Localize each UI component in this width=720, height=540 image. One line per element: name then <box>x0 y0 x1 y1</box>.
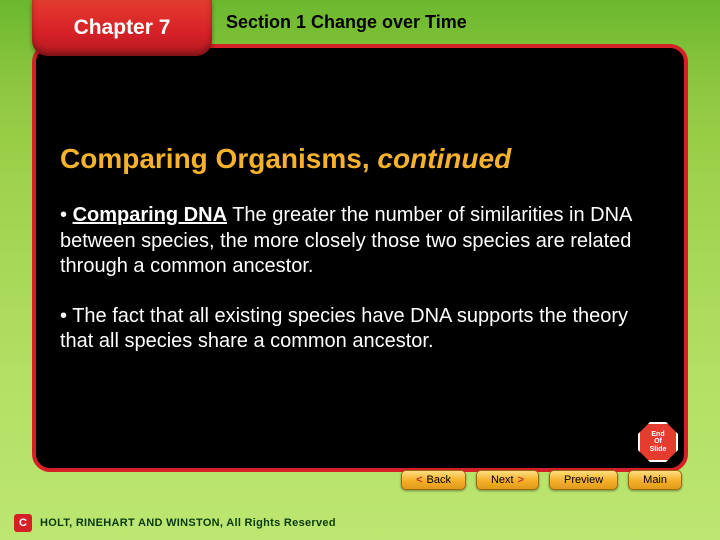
copyright-text: HOLT, RINEHART AND WINSTON, All Rights R… <box>40 517 336 529</box>
bullet-2: • The fact that all existing species hav… <box>60 304 650 355</box>
preview-button[interactable]: Preview <box>549 470 618 490</box>
end-of-slide-icon: End Of Slide <box>638 422 678 462</box>
bullet-2-text: The fact that all existing species have … <box>60 305 628 353</box>
back-button[interactable]: < Back <box>401 470 466 490</box>
chapter-tab: Chapter 7 <box>32 0 212 56</box>
next-arrow-icon: > <box>518 474 524 486</box>
back-label: Back <box>427 474 451 486</box>
end-line1: End <box>651 431 664 438</box>
end-line2: Of <box>654 438 662 445</box>
main-label: Main <box>643 474 667 486</box>
copyright: C HOLT, RINEHART AND WINSTON, All Rights… <box>14 514 336 532</box>
next-label: Next <box>491 474 514 486</box>
next-button[interactable]: Next > <box>476 470 539 490</box>
back-arrow-icon: < <box>416 474 422 486</box>
slide-title: Comparing Organisms, continued <box>60 143 511 175</box>
copyright-icon: C <box>14 514 32 532</box>
body-text: • Comparing DNA The greater the number o… <box>60 203 650 379</box>
bullet-1-lead: Comparing DNA <box>73 204 227 226</box>
chapter-label: Chapter 7 <box>74 16 171 40</box>
preview-label: Preview <box>564 474 603 486</box>
content-panel: Comparing Organisms, continued • Compari… <box>32 44 688 472</box>
title-main: Comparing Organisms, <box>60 143 370 174</box>
slide: Section 1 Change over Time Comparing Org… <box>0 0 720 540</box>
end-line3: Slide <box>650 446 667 453</box>
section-label: Section 1 Change over Time <box>226 12 467 33</box>
main-button[interactable]: Main <box>628 470 682 490</box>
section-bar: Section 1 Change over Time <box>212 0 688 44</box>
title-suffix: continued <box>370 143 512 174</box>
nav-bar: < Back Next > Preview Main <box>401 470 682 490</box>
bullet-1: • Comparing DNA The greater the number o… <box>60 203 650 280</box>
